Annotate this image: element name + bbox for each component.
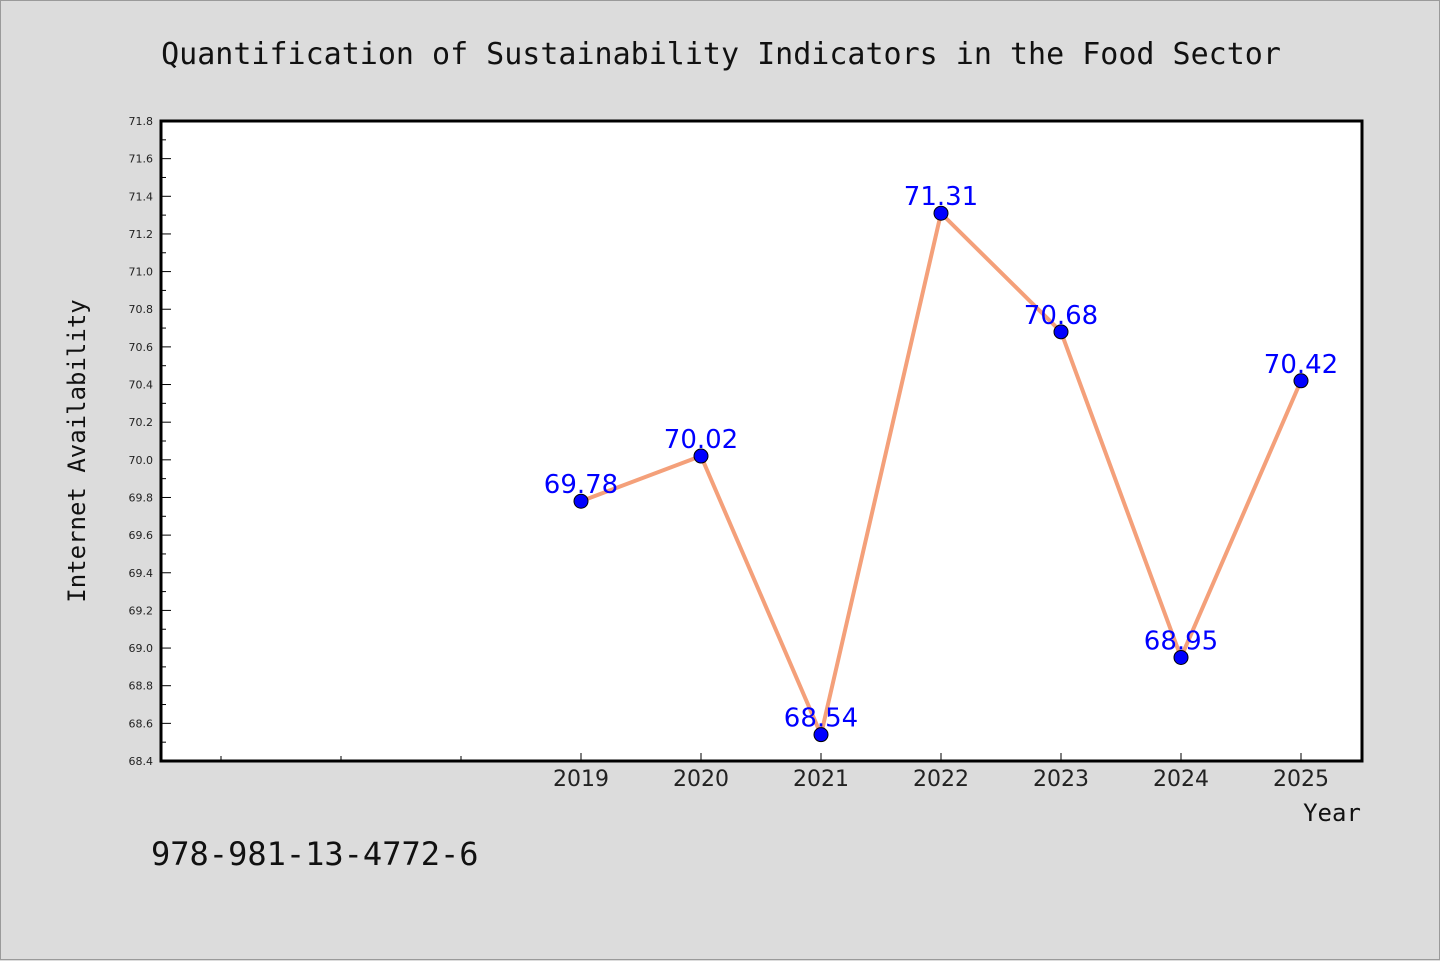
- data-label: 71.31: [904, 182, 978, 212]
- y-tick-label: 71.2: [129, 228, 154, 241]
- y-tick-label: 71.0: [129, 266, 154, 279]
- data-label-group: 69.78 70.02 68.54 71.31 70.68 68.95 70.42: [544, 182, 1338, 733]
- y-tick-label: 70.4: [129, 379, 154, 392]
- data-point: [1053, 324, 1069, 340]
- plot-frame: [159, 119, 1364, 763]
- marker-group: [573, 205, 1309, 743]
- x-axis: 2019 2020 2021 2022 2023 2024 2025: [220, 753, 1329, 792]
- data-label: 68.54: [784, 704, 858, 734]
- isbn-footer: 978-981-13-4772-6: [151, 835, 479, 873]
- data-label: 70.68: [1024, 301, 1098, 331]
- chart-title: Quantification of Sustainability Indicat…: [161, 37, 1281, 72]
- x-tick-label: 2020: [673, 767, 729, 792]
- data-point: [573, 493, 589, 509]
- data-label: 68.95: [1144, 626, 1218, 656]
- y-tick-label: 69.2: [129, 604, 154, 617]
- x-tick-label: 2023: [1033, 767, 1089, 792]
- y-tick-label: 70.6: [129, 341, 154, 354]
- data-point: [813, 727, 829, 743]
- y-tick-label: 69.0: [129, 642, 154, 655]
- data-label: 69.78: [544, 470, 618, 500]
- y-tick-label: 71.4: [129, 190, 154, 203]
- y-tick-label: 69.4: [129, 567, 154, 580]
- data-label: 70.42: [1264, 350, 1338, 380]
- x-tick-label: 2019: [553, 767, 609, 792]
- y-tick-label: 69.8: [129, 491, 154, 504]
- y-axis-label: Internet Availability: [63, 299, 91, 602]
- y-tick-label: 70.2: [129, 416, 154, 429]
- x-tick-label: 2022: [913, 767, 969, 792]
- data-label: 70.02: [664, 425, 738, 455]
- y-tick-label: 68.4: [129, 755, 154, 768]
- x-tick-label: 2024: [1153, 767, 1209, 792]
- y-tick-label: 70.0: [129, 454, 154, 467]
- y-axis: 68.4 68.6 68.8 69.0 69.2 69.4 69.6 69.8 70.0 70.2…: [129, 115, 171, 768]
- plot-area: [161, 121, 1362, 761]
- x-tick-label: 2021: [793, 767, 849, 792]
- data-point: [1293, 373, 1309, 389]
- x-tick-label: 2025: [1273, 767, 1329, 792]
- y-tick-label: 70.8: [129, 303, 154, 316]
- data-point: [693, 448, 709, 464]
- y-tick-label: 71.6: [129, 153, 154, 166]
- data-point: [1173, 649, 1189, 665]
- y-tick-label: 71.8: [129, 115, 154, 128]
- y-tick-label: 68.8: [129, 680, 154, 693]
- data-point: [933, 205, 949, 221]
- y-tick-label: 68.6: [129, 717, 154, 730]
- x-axis-label: Year: [1303, 799, 1361, 827]
- y-tick-label: 69.6: [129, 529, 154, 542]
